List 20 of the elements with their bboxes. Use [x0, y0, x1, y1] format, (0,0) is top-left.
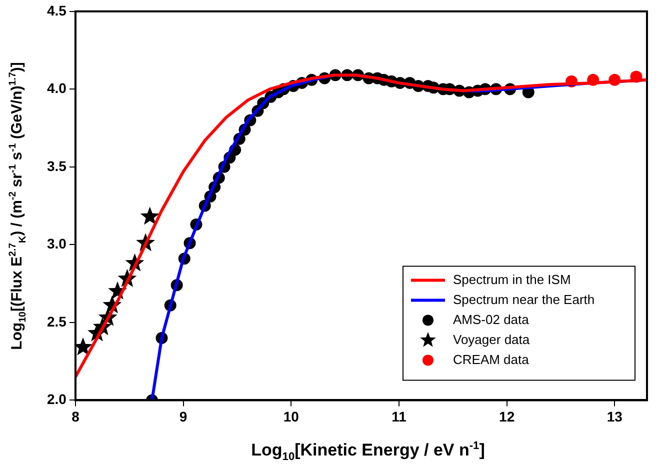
x-axis-title: Log$_{10}$[Kinetic Energy / eV n$^{-1}$] [250, 440, 486, 464]
legend-label: CREAM data [453, 352, 530, 367]
x-tick-label: 9 [179, 408, 188, 424]
y-tick-label: 4.0 [46, 80, 67, 96]
y-tick-label: 2.0 [46, 391, 67, 408]
x-tick-label: 10 [283, 408, 300, 424]
point [140, 206, 160, 225]
legend-label: AMS-02 data [453, 312, 530, 327]
x-tick-label: 11 [392, 408, 407, 424]
x-tick-label: 12 [499, 408, 515, 424]
legend-label: Voyager data [453, 332, 530, 347]
y-tick-label: 4.5 [46, 2, 67, 18]
y-tick-label: 3.0 [46, 236, 67, 252]
point [75, 337, 93, 356]
x-tick-label: 13 [606, 408, 623, 424]
x-tick-label: 8 [72, 408, 80, 424]
y-tick-label: 2.5 [46, 313, 67, 330]
legend-label: Spectrum near the Earth [453, 292, 595, 307]
y-tick-label: 3.5 [46, 158, 67, 174]
legend-label: Spectrum in the ISM [453, 272, 571, 287]
